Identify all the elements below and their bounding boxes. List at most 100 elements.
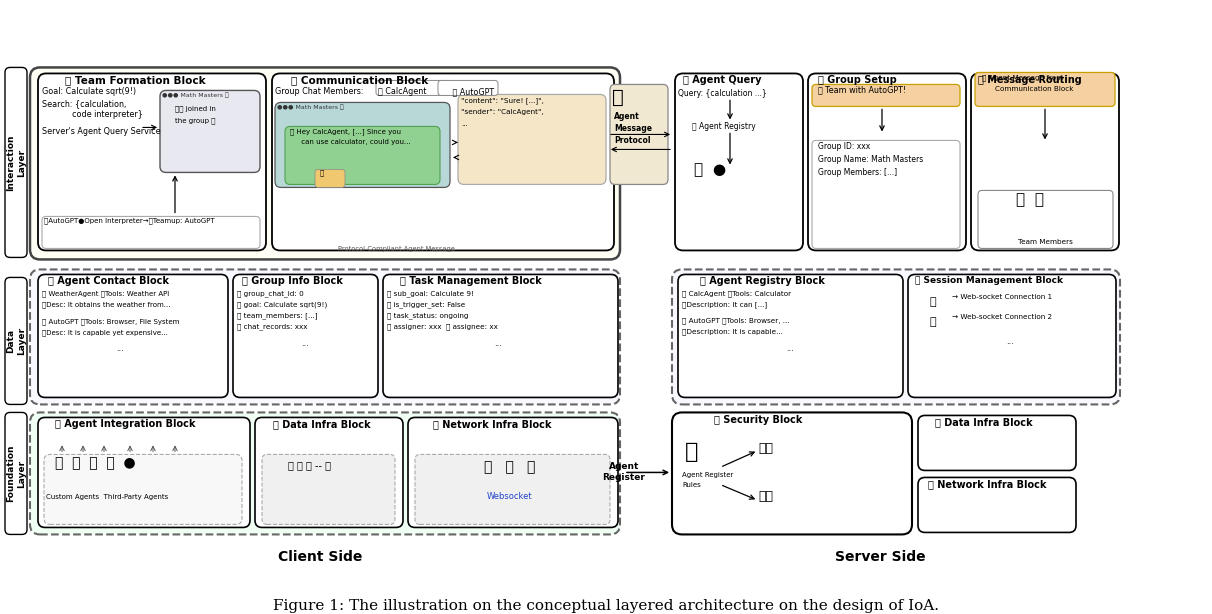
Text: Communication Block: Communication Block (995, 87, 1074, 93)
FancyBboxPatch shape (917, 416, 1076, 470)
Text: 🤖: 🤖 (930, 317, 937, 327)
Text: 📞 Communication Block: 📞 Communication Block (291, 76, 429, 85)
Text: 🗄️ Data Infra Block: 🗄️ Data Infra Block (934, 418, 1033, 427)
Text: 🗄️ Agent Registry: 🗄️ Agent Registry (692, 122, 756, 131)
FancyBboxPatch shape (376, 80, 451, 95)
Text: 📊 Network Infra Block: 📊 Network Infra Block (433, 419, 551, 429)
FancyBboxPatch shape (415, 454, 610, 524)
Text: ...: ... (494, 340, 502, 348)
Text: Figure 1: The illustration on the conceptual layered architecture on the design : Figure 1: The illustration on the concep… (273, 599, 939, 613)
Text: Goal: Calculate sqrt(9!): Goal: Calculate sqrt(9!) (42, 87, 136, 96)
Text: 📋: 📋 (612, 87, 624, 106)
Text: 📧 Agent Message from: 📧 Agent Message from (982, 74, 1063, 81)
FancyBboxPatch shape (408, 418, 618, 527)
Text: Client Side: Client Side (278, 550, 362, 564)
Text: Group Members: [...]: Group Members: [...] (818, 168, 897, 177)
Text: 👍: 👍 (320, 169, 325, 176)
Text: 🤝 Group Setup: 🤝 Group Setup (818, 76, 897, 85)
Text: ...: ... (1006, 338, 1014, 346)
Text: Group Chat Members:: Group Chat Members: (275, 87, 364, 96)
FancyBboxPatch shape (255, 418, 404, 527)
FancyBboxPatch shape (233, 274, 378, 397)
Text: 🤖 assigner: xxx  🔥 assignee: xx: 🤖 assigner: xxx 🔥 assignee: xx (387, 324, 498, 330)
Text: 🗂 group_chat_id: 0: 🗂 group_chat_id: 0 (238, 290, 304, 297)
FancyBboxPatch shape (383, 274, 618, 397)
Text: 🔖Desc: It is capable yet expensive...: 🔖Desc: It is capable yet expensive... (42, 330, 168, 336)
Text: 🤖  🤖: 🤖 🤖 (1016, 192, 1044, 208)
Text: Server's Agent Query Service: Server's Agent Query Service (42, 128, 161, 136)
Text: 🤖✅: 🤖✅ (758, 491, 773, 503)
Text: 🤖🤖 joined in: 🤖🤖 joined in (175, 106, 216, 112)
Text: 🗂️ Agent Registry Block: 🗂️ Agent Registry Block (701, 276, 825, 287)
Text: Custom Agents  Third-Party Agents: Custom Agents Third-Party Agents (46, 494, 168, 500)
Text: 🤖❌: 🤖❌ (758, 443, 773, 456)
Text: Query: {calculation ...}: Query: {calculation ...} (678, 90, 767, 98)
Text: ⏹ Agent Integration Block: ⏹ Agent Integration Block (55, 419, 195, 429)
FancyBboxPatch shape (275, 103, 450, 187)
FancyBboxPatch shape (678, 274, 903, 397)
Text: "content": "Sure! [...]",: "content": "Sure! [...]", (461, 98, 544, 104)
Text: the group 🎉: the group 🎉 (175, 117, 216, 124)
Text: 🤖AutoGPT●Open Interpreter→🤖Teamup: AutoGPT: 🤖AutoGPT●Open Interpreter→🤖Teamup: AutoG… (44, 217, 215, 224)
Text: 🗄️ Data Infra Block: 🗄️ Data Infra Block (273, 419, 371, 429)
FancyBboxPatch shape (262, 454, 395, 524)
Text: 🤖  ●: 🤖 ● (694, 163, 726, 177)
FancyBboxPatch shape (978, 190, 1113, 249)
Text: 📋: 📋 (685, 443, 698, 462)
Text: 🔍 Agent Query: 🔍 Agent Query (684, 76, 761, 85)
Text: 🤖 AutoGPT 🔧Tools: Browser, File System: 🤖 AutoGPT 🔧Tools: Browser, File System (42, 319, 179, 325)
Text: 👥 Agent Contact Block: 👥 Agent Contact Block (48, 276, 168, 287)
FancyBboxPatch shape (38, 274, 228, 397)
Text: Agent: Agent (614, 112, 640, 122)
Text: Protocol-Compliant Agent Message: Protocol-Compliant Agent Message (338, 246, 454, 252)
Text: 🟫 chat_records: xxx: 🟫 chat_records: xxx (238, 324, 308, 330)
Text: Agent
Register: Agent Register (602, 462, 646, 482)
FancyBboxPatch shape (285, 126, 440, 184)
Text: Server Side: Server Side (835, 550, 925, 564)
Text: 📶   🌐   🌐: 📶 🌐 🌐 (485, 460, 536, 475)
Text: Websocket: Websocket (487, 492, 533, 502)
FancyBboxPatch shape (30, 413, 621, 534)
FancyBboxPatch shape (458, 95, 606, 184)
Text: 🏅 Team Formation Block: 🏅 Team Formation Block (65, 76, 206, 85)
Text: Group ID: xxx: Group ID: xxx (818, 142, 870, 152)
Text: 📦 Task Management Block: 📦 Task Management Block (400, 276, 542, 287)
Text: code interpreter}: code interpreter} (42, 111, 143, 120)
FancyBboxPatch shape (44, 454, 242, 524)
Text: 🔵 sub_goal: Calculate 9!: 🔵 sub_goal: Calculate 9! (387, 290, 474, 297)
Text: 🤖  🤖  🌐  🐙  ●: 🤖 🤖 🌐 🐙 ● (55, 456, 136, 470)
Text: ...: ... (301, 340, 309, 348)
Text: 🔒 Security Block: 🔒 Security Block (714, 416, 802, 426)
FancyBboxPatch shape (30, 270, 621, 405)
Text: 🔖Description: It can [...]: 🔖Description: It can [...] (682, 301, 767, 308)
FancyBboxPatch shape (42, 217, 261, 249)
Text: 🔖Description: It is capable...: 🔖Description: It is capable... (682, 328, 783, 335)
Text: ...: ... (116, 344, 124, 354)
FancyBboxPatch shape (671, 413, 911, 534)
FancyBboxPatch shape (808, 74, 966, 251)
Text: 🤖 WeatherAgent 🔧Tools: Weather API: 🤖 WeatherAgent 🔧Tools: Weather API (42, 290, 170, 297)
FancyBboxPatch shape (908, 274, 1116, 397)
Text: Rules: Rules (682, 483, 701, 489)
FancyBboxPatch shape (271, 74, 614, 251)
Text: Group Name: Math Masters: Group Name: Math Masters (818, 155, 924, 165)
Text: 🤖 AutoGPT 🔧Tools: Browser, ...: 🤖 AutoGPT 🔧Tools: Browser, ... (682, 317, 789, 324)
FancyBboxPatch shape (610, 85, 668, 184)
Text: 🔴 goal: Calculate sqrt(9!): 🔴 goal: Calculate sqrt(9!) (238, 301, 327, 308)
Text: Search: {calculation,: Search: {calculation, (42, 99, 126, 109)
Text: Agent Register: Agent Register (682, 472, 733, 478)
FancyBboxPatch shape (812, 141, 960, 249)
Text: 🖥️ Session Management Block: 🖥️ Session Management Block (915, 276, 1063, 286)
FancyBboxPatch shape (812, 85, 960, 106)
FancyBboxPatch shape (5, 278, 27, 405)
FancyBboxPatch shape (5, 68, 27, 257)
Text: 📨 Message Routing: 📨 Message Routing (978, 76, 1082, 85)
Text: Data
Layer: Data Layer (6, 327, 25, 354)
Text: 💛 team_members: [...]: 💛 team_members: [...] (238, 313, 318, 319)
Text: Protocol: Protocol (614, 136, 651, 146)
Text: 🔴 is_trigger_set: False: 🔴 is_trigger_set: False (387, 301, 465, 308)
Text: ●●● Math Masters 🤖: ●●● Math Masters 🤖 (278, 104, 344, 110)
Text: 🟢 task_status: ongoing: 🟢 task_status: ongoing (387, 313, 469, 319)
Text: ●●● Math Masters 🤖: ●●● Math Masters 🤖 (162, 93, 229, 98)
Text: 🤖 CalcAgent: 🤖 CalcAgent (378, 87, 427, 96)
